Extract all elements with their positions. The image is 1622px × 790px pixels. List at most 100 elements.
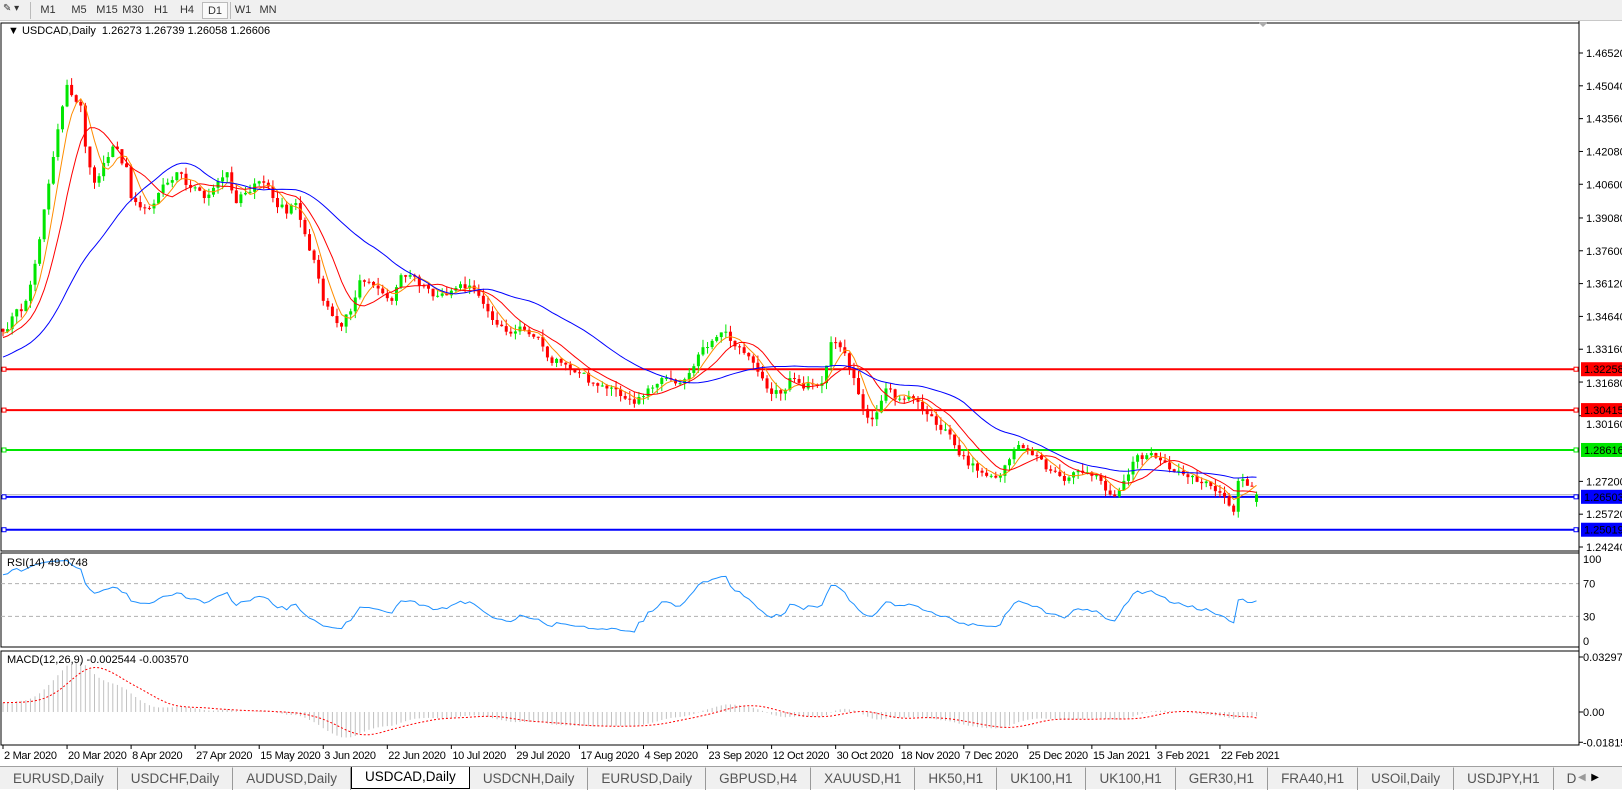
rsi-panel — [0, 552, 1580, 648]
candle-body — [198, 187, 202, 191]
rsi-tick-label: 30 — [1583, 611, 1595, 623]
tab-uk100-h1[interactable]: UK100,H1 — [997, 767, 1087, 790]
candle-body — [42, 209, 46, 240]
tab-usdcnh-daily[interactable]: USDCNH,Daily — [470, 767, 589, 790]
line-anchor-handle[interactable] — [1573, 407, 1579, 413]
candle-body — [225, 172, 229, 178]
candle-body — [747, 352, 751, 357]
tab-usoil-daily[interactable]: USOil,Daily — [1358, 767, 1455, 790]
scroll-left-icon[interactable]: ◀ — [1578, 772, 1586, 783]
tab-hk50-h1[interactable]: HK50,H1 — [915, 767, 998, 790]
timeframe-m1[interactable]: M1 — [40, 4, 56, 16]
tab-audusd-daily[interactable]: AUDUSD,Daily — [233, 767, 352, 790]
tab-eurusd-daily[interactable]: EURUSD,Daily — [588, 767, 707, 790]
candle-body — [74, 95, 78, 102]
timeframe-m30[interactable]: M30 — [122, 4, 144, 16]
candle-body — [1177, 470, 1181, 472]
tab-fra40-h1[interactable]: FRA40,H1 — [1268, 767, 1359, 790]
tab-xauusd-h1[interactable]: XAUUSD,H1 — [811, 767, 916, 790]
timeframe-mn[interactable]: MN — [259, 4, 277, 16]
candle-body — [28, 284, 32, 301]
candle-body — [664, 378, 668, 380]
tab-dj30-daily[interactable]: DJ30,Daily — [1554, 767, 1576, 790]
tab-gbpusd-h4[interactable]: GBPUSD,H4 — [706, 767, 812, 790]
candle-body — [706, 347, 710, 349]
line-anchor-handle[interactable] — [1573, 366, 1579, 372]
candle-body — [1232, 505, 1236, 512]
ohlc-values: 1.26273 1.26739 1.26058 1.26606 — [102, 25, 270, 37]
timeframe-d1[interactable]: D1 — [202, 2, 228, 19]
candle-body — [216, 181, 220, 188]
candle-body — [463, 284, 467, 289]
candle-body — [939, 424, 943, 430]
candle-body — [1, 328, 5, 332]
price-line-label: 1.30415 — [1584, 405, 1622, 417]
candle-body — [1040, 455, 1044, 460]
scroll-right-icon[interactable]: ▶ — [1591, 772, 1599, 783]
tab-scroll-arrows[interactable]: ◀ ▶ — [1578, 767, 1622, 789]
candle-body — [545, 346, 549, 358]
timeframe-h4[interactable]: H4 — [179, 4, 195, 16]
line-anchor-handle[interactable] — [1, 527, 7, 533]
tab-eurusd-daily[interactable]: EURUSD,Daily — [0, 767, 118, 790]
candle-body — [1113, 494, 1117, 497]
tab-usdjpy-h1[interactable]: USDJPY,H1 — [1454, 767, 1554, 790]
candle-body — [696, 354, 700, 367]
candle-body — [651, 387, 655, 389]
price-line-label: 1.26503 — [1584, 492, 1622, 504]
tab-ger30-h1[interactable]: GER30,H1 — [1176, 767, 1269, 790]
line-anchor-handle[interactable] — [1573, 447, 1579, 453]
candle-body — [1049, 469, 1053, 471]
candle-body — [125, 163, 129, 168]
candle-body — [1021, 445, 1025, 449]
timeframe-w1[interactable]: W1 — [234, 4, 252, 16]
chart-window[interactable]: 100 70 30 0 0.032972 0.00 -0.018154 1.46520 1.… — [0, 21, 1622, 766]
tab-strip: EURUSD,Daily USDCHF,Daily AUDUSD,Daily USDC… — [0, 767, 1576, 790]
candle-body — [422, 285, 426, 287]
drawing-tools-dropdown[interactable]: ✎ ▾ — [3, 3, 20, 14]
candle-body — [637, 396, 641, 404]
timeframe-m5[interactable]: M5 — [71, 4, 87, 16]
candle-body — [953, 434, 957, 446]
candle-body — [852, 369, 856, 379]
candle-body — [971, 463, 975, 466]
macd-signal-line — [2, 666, 1257, 736]
candle-body — [838, 342, 842, 348]
line-anchor-handle[interactable] — [1, 407, 7, 413]
line-anchor-handle[interactable] — [1, 447, 7, 453]
date-tick-label: 18 Nov 2020 — [901, 750, 960, 762]
price-tick-label: 1.24240 — [1586, 542, 1622, 554]
candle-body — [834, 342, 838, 344]
candle-body — [1044, 459, 1048, 470]
tab-uk100-h1[interactable]: UK100,H1 — [1086, 767, 1176, 790]
candle-body — [6, 329, 10, 332]
tab-usdcad-daily[interactable]: USDCAD,Daily — [351, 767, 470, 789]
timeframe-m15[interactable]: M15 — [96, 4, 118, 16]
candle-body — [362, 280, 366, 282]
candle-body — [399, 275, 403, 288]
macd-panel — [0, 650, 1580, 746]
candle-body — [189, 184, 193, 188]
line-anchor-handle[interactable] — [1573, 494, 1579, 500]
candle-body — [1172, 469, 1176, 472]
candle-body — [60, 106, 64, 130]
line-anchor-handle[interactable] — [1, 366, 7, 372]
candle-body — [733, 340, 737, 347]
chart-shift-marker[interactable] — [1258, 22, 1268, 27]
candle-body — [1117, 490, 1121, 497]
collapse-triangle-icon[interactable]: ▼ — [8, 25, 22, 37]
candle-body — [477, 289, 481, 296]
candle-body — [742, 347, 746, 353]
price-tick-label: 1.42080 — [1586, 146, 1622, 158]
main-panel — [0, 22, 1580, 552]
candle-body — [115, 146, 119, 150]
line-anchor-handle[interactable] — [1, 494, 7, 500]
tab-usdchf-daily[interactable]: USDCHF,Daily — [118, 767, 234, 790]
chart-header: ▼ USDCAD,Daily 1.26273 1.26739 1.26058 1.… — [8, 25, 270, 37]
line-anchor-handle[interactable] — [1573, 527, 1579, 533]
candle-body — [1026, 448, 1030, 451]
candle-body — [266, 182, 270, 187]
candle-body — [317, 259, 321, 279]
timeframe-h1[interactable]: H1 — [153, 4, 169, 16]
candle-body — [111, 146, 115, 157]
